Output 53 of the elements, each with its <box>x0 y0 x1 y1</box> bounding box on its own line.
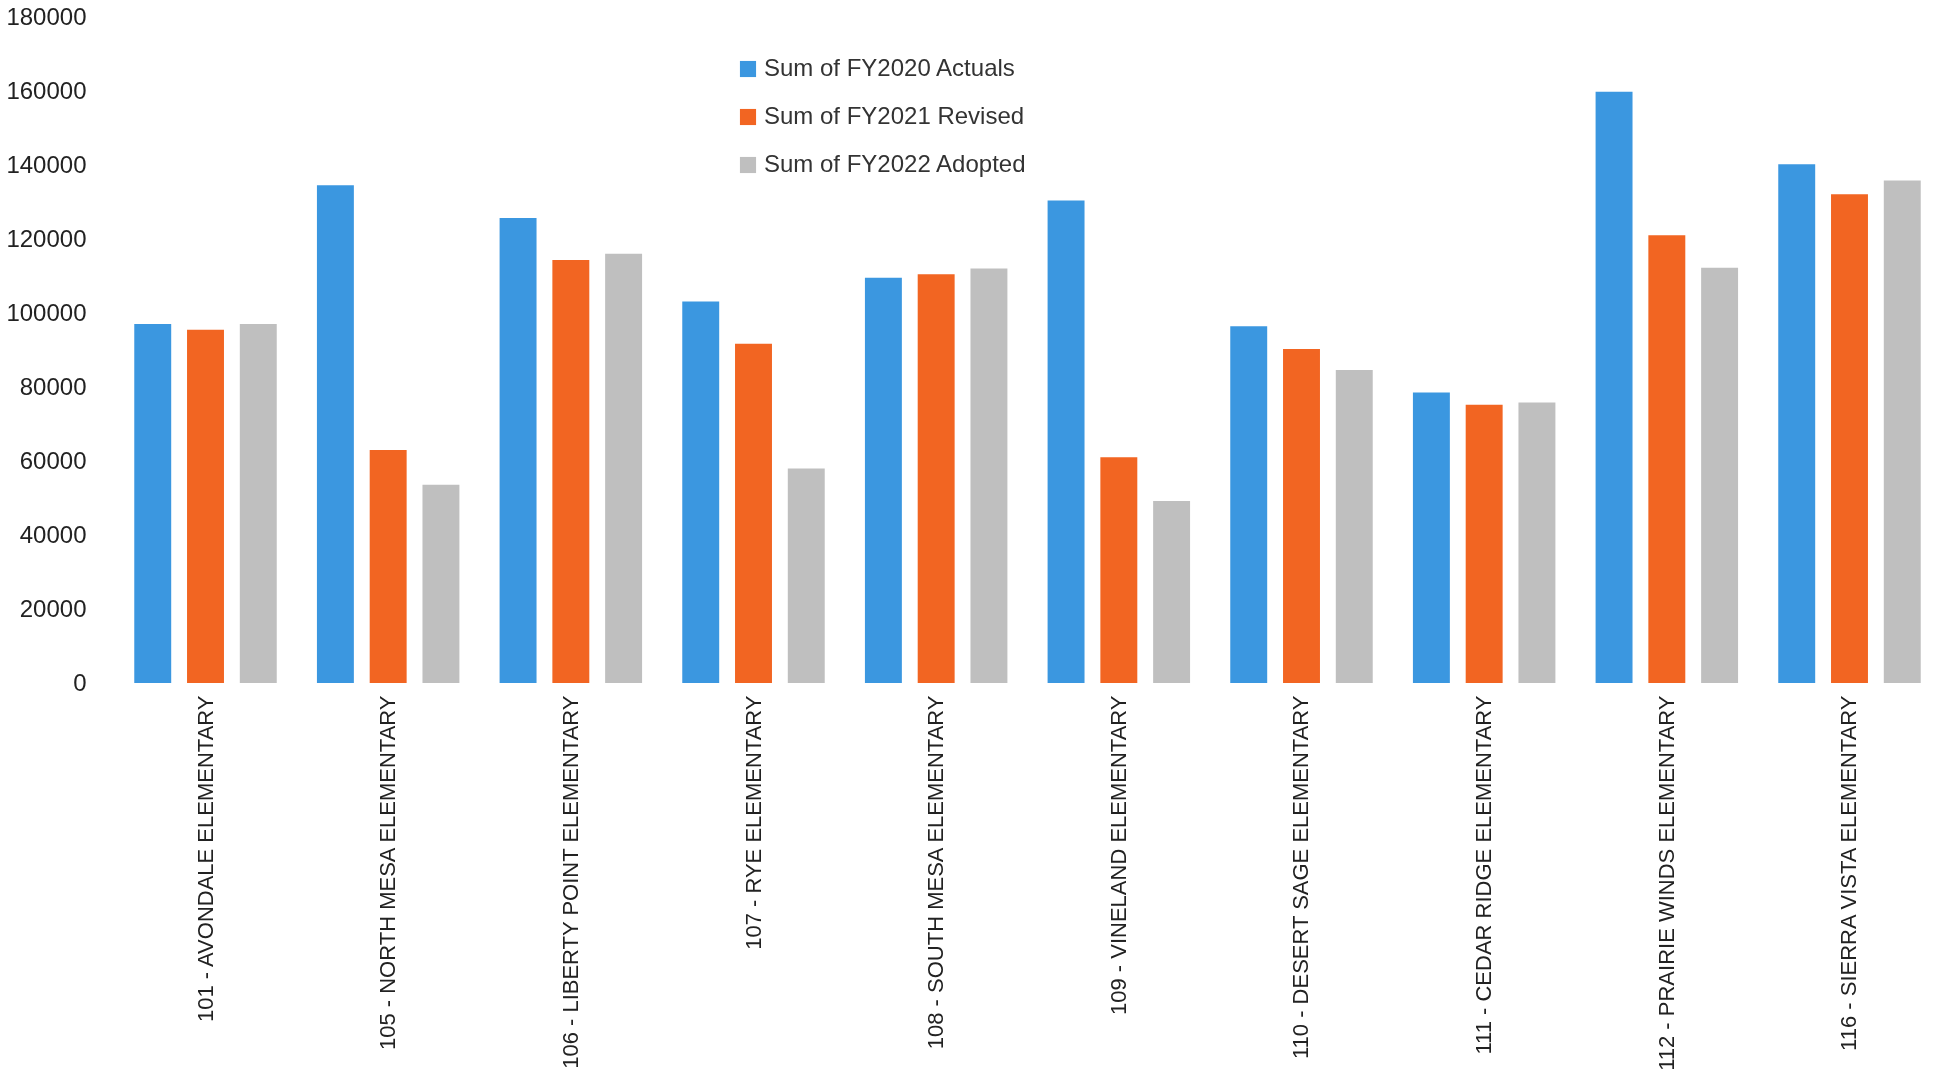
y-tick-label: 0 <box>73 668 87 696</box>
bar <box>1778 164 1816 683</box>
y-tick-label: 80000 <box>19 372 87 400</box>
bar <box>1047 200 1085 683</box>
x-tick-label: 105 - NORTH MESA ELEMENTARY <box>375 695 401 1051</box>
bar <box>970 268 1008 683</box>
y-tick-label: 20000 <box>19 594 87 622</box>
x-tick-label: 116 - SIERRA VISTA ELEMENTARY <box>1836 695 1862 1051</box>
legend-label: Sum of FY2021 Revised <box>764 102 1025 129</box>
y-tick-label: 40000 <box>19 520 87 548</box>
bar <box>682 301 720 683</box>
bar <box>1465 404 1503 683</box>
y-tick-label: 120000 <box>6 224 87 252</box>
bar <box>1153 500 1191 683</box>
bar <box>1648 235 1686 683</box>
bar <box>1518 402 1556 683</box>
y-tick-label: 160000 <box>6 76 87 104</box>
bar <box>187 329 224 683</box>
y-tick-label: 100000 <box>6 298 87 326</box>
bar <box>917 274 955 683</box>
bar <box>1701 267 1739 683</box>
x-tick-label: 112 - PRAIRIE WINDS ELEMENTARY <box>1653 695 1679 1071</box>
bar <box>499 217 537 683</box>
bar <box>605 253 643 683</box>
bar <box>787 468 825 683</box>
x-tick-label: 106 - LIBERTY POINT ELEMENTARY <box>557 695 583 1069</box>
x-tick-label: 111 - CEDAR RIDGE ELEMENTARY <box>1471 695 1497 1055</box>
bar <box>1412 392 1450 683</box>
bar <box>1595 91 1633 683</box>
bar <box>422 484 460 683</box>
bar <box>134 324 172 683</box>
x-tick-label: 107 - RYE ELEMENTARY <box>740 695 766 950</box>
y-tick-label: 60000 <box>19 446 87 474</box>
bar <box>316 185 354 683</box>
bar <box>1335 369 1373 683</box>
bar <box>735 343 772 683</box>
y-tick-label: 180000 <box>6 2 87 30</box>
bar <box>1230 326 1268 683</box>
y-tick-label: 140000 <box>6 150 87 178</box>
x-tick-label: 109 - VINELAND ELEMENTARY <box>1105 695 1131 1016</box>
x-tick-label: 101 - AVONDALE ELEMENTARY <box>192 695 218 1022</box>
legend-label: Sum of FY2020 Actuals <box>764 54 1015 81</box>
bar <box>1831 194 1868 683</box>
bar <box>864 277 902 683</box>
bar <box>239 324 277 683</box>
bar <box>1883 180 1921 683</box>
legend-label: Sum of FY2022 Adopted <box>764 150 1026 177</box>
bar <box>369 449 407 683</box>
x-tick-label: 108 - SOUTH MESA ELEMENTARY <box>923 695 949 1050</box>
x-tick-label: 110 - DESERT SAGE ELEMENTARY <box>1288 695 1314 1060</box>
bar <box>552 260 590 683</box>
bar <box>1283 348 1320 683</box>
bar <box>1100 457 1138 683</box>
